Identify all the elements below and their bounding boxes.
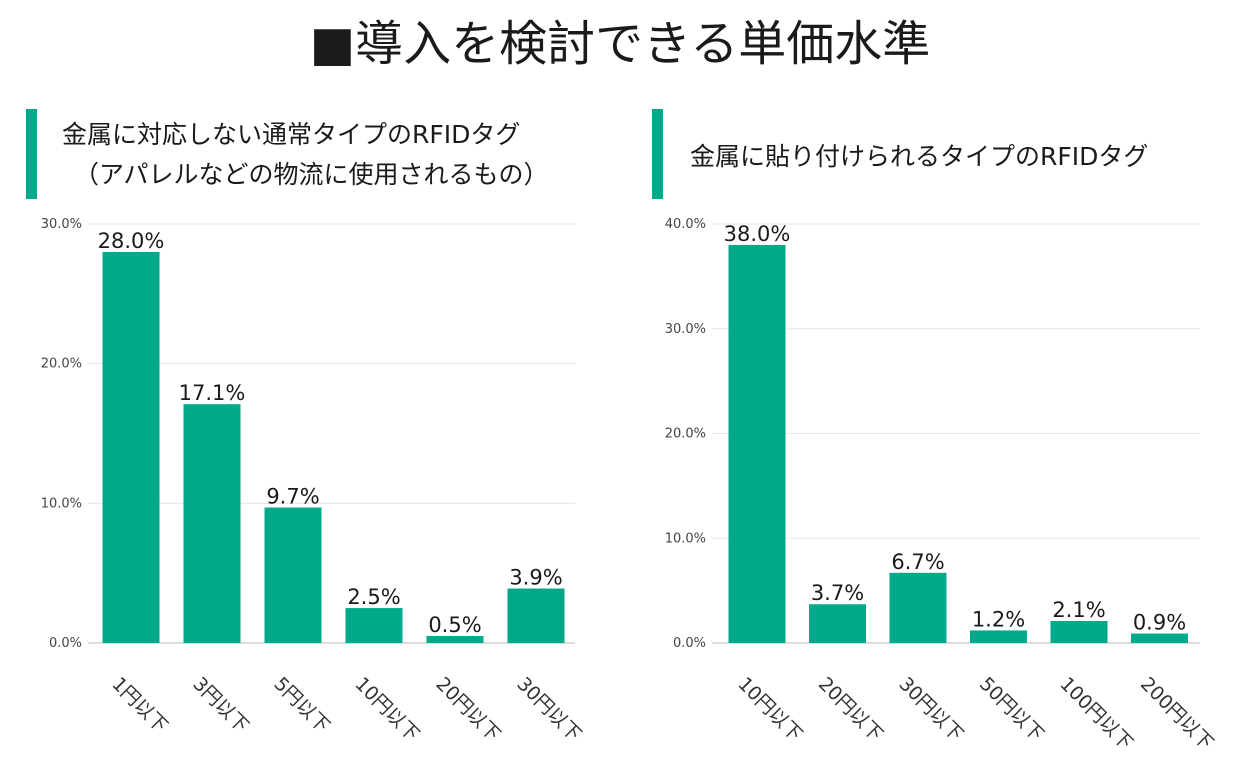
- chart-right-bar: [728, 244, 786, 643]
- chart-left-data-label: 0.5%: [428, 613, 481, 637]
- chart-left-data-label: 9.7%: [266, 485, 319, 509]
- chart-right-data-label: 3.7%: [811, 581, 864, 605]
- chart-left-category-label: 5円以下: [269, 673, 333, 737]
- chart-right-data-label: 6.7%: [891, 550, 944, 574]
- chart-left-bar: [264, 507, 322, 643]
- panel-left-title: 金属に対応しない通常タイプのRFIDタグ （アパレルなどの物流に使用されるもの）: [62, 115, 549, 195]
- chart-right-bar: [970, 630, 1027, 643]
- page-title: ■導入を検討できる単価水準: [309, 16, 931, 72]
- chart-right-bar: [1050, 621, 1108, 643]
- chart-right-data-label: 1.2%: [972, 607, 1025, 631]
- chart-right-data-label: 0.9%: [1133, 611, 1186, 635]
- chart-right-y-tick-label: 30.0%: [665, 322, 706, 337]
- chart-left-y-tick-label: 0.0%: [49, 636, 82, 651]
- chart-left-category-label: 3円以下: [188, 673, 252, 737]
- panel-right-title-line-1: 金属に貼り付けられるタイプのRFIDタグ: [690, 142, 1149, 171]
- panel-left-accent-bar: [26, 109, 37, 199]
- chart-left-category-label: 1円以下: [107, 673, 171, 737]
- chart-left-category-label: 20円以下: [431, 673, 504, 746]
- chart-right-y-tick-label: 10.0%: [665, 531, 706, 546]
- chart-left-bar: [102, 251, 160, 643]
- chart-right-category-label: 30円以下: [894, 673, 967, 746]
- chart-right-bar: [889, 572, 947, 643]
- chart-left-bar: [183, 404, 241, 643]
- chart-right-y-tick-label: 40.0%: [665, 217, 706, 232]
- chart-left-y-tick-label: 10.0%: [41, 496, 82, 511]
- panel-right-accent-bar: [652, 109, 663, 199]
- panel-left-title-line-2: （アパレルなどの物流に使用されるもの）: [74, 160, 549, 189]
- chart-left-bar: [507, 588, 565, 643]
- chart-left: 0.0% 10.0% 20.0% 30.0% 28.0% 1円以下 17.1% 3円以下 9.7…: [41, 217, 586, 746]
- chart-right-category-label: 200円以下: [1136, 673, 1218, 755]
- chart-right-category-label: 100円以下: [1055, 673, 1137, 755]
- chart-left-bar: [345, 608, 403, 643]
- chart-right-category-label: 20円以下: [814, 673, 887, 746]
- chart-left-category-label: 30円以下: [512, 673, 585, 746]
- chart-left-category-label: 10円以下: [350, 673, 423, 746]
- chart-right-y-tick-label: 0.0%: [673, 636, 706, 651]
- chart-left-bar: [426, 636, 484, 643]
- chart-left-y-tick-label: 30.0%: [41, 217, 82, 232]
- chart-right: 0.0% 10.0% 20.0% 30.0% 40.0% 38.0% 10円以下 3.7% 20…: [665, 217, 1218, 755]
- chart-right-bar: [809, 604, 866, 643]
- chart-right-data-label: 38.0%: [724, 222, 791, 246]
- panel-right-title: 金属に貼り付けられるタイプのRFIDタグ: [690, 137, 1148, 177]
- chart-left-y-tick-label: 20.0%: [41, 357, 82, 372]
- chart-right-data-label: 2.1%: [1052, 598, 1105, 622]
- chart-left-data-label: 3.9%: [509, 566, 562, 590]
- chart-left-data-label: 2.5%: [347, 585, 400, 609]
- chart-right-bar: [1131, 633, 1188, 643]
- chart-left-data-label: 17.1%: [179, 381, 246, 405]
- chart-right-y-tick-label: 20.0%: [665, 427, 706, 442]
- chart-right-category-label: 50円以下: [975, 673, 1048, 746]
- chart-left-data-label: 28.0%: [98, 229, 165, 253]
- panel-left-title-line-1: 金属に対応しない通常タイプのRFIDタグ: [62, 120, 521, 149]
- chart-right-category-label: 10円以下: [733, 673, 806, 746]
